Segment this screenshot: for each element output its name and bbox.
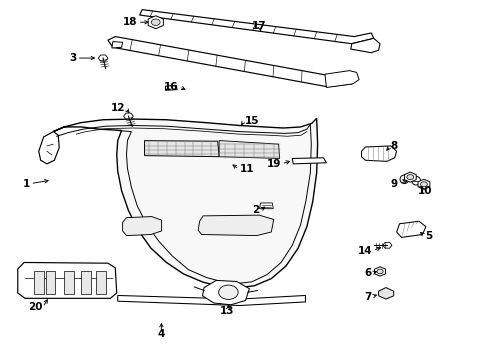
Text: 2: 2 bbox=[251, 206, 259, 216]
Circle shape bbox=[218, 285, 238, 300]
Polygon shape bbox=[53, 118, 317, 288]
Text: 10: 10 bbox=[417, 186, 431, 196]
Circle shape bbox=[376, 269, 383, 274]
Text: 13: 13 bbox=[220, 306, 234, 316]
Polygon shape bbox=[259, 203, 273, 209]
Polygon shape bbox=[18, 262, 117, 298]
Text: 19: 19 bbox=[266, 159, 281, 169]
Polygon shape bbox=[112, 41, 122, 48]
Polygon shape bbox=[378, 288, 393, 299]
Polygon shape bbox=[396, 221, 425, 237]
Polygon shape bbox=[165, 85, 177, 90]
Polygon shape bbox=[144, 140, 219, 157]
Polygon shape bbox=[123, 113, 133, 119]
Text: 1: 1 bbox=[22, 179, 30, 189]
Text: 9: 9 bbox=[390, 179, 397, 189]
Polygon shape bbox=[325, 71, 358, 87]
Circle shape bbox=[406, 175, 413, 180]
Text: 8: 8 bbox=[390, 141, 397, 151]
FancyBboxPatch shape bbox=[64, 271, 74, 294]
Text: 20: 20 bbox=[28, 302, 42, 312]
Polygon shape bbox=[361, 146, 396, 161]
Text: 11: 11 bbox=[239, 164, 254, 174]
Ellipse shape bbox=[399, 175, 408, 184]
Text: 5: 5 bbox=[424, 231, 431, 240]
Polygon shape bbox=[374, 267, 385, 276]
Text: 12: 12 bbox=[110, 103, 125, 113]
FancyBboxPatch shape bbox=[34, 271, 43, 294]
Polygon shape bbox=[108, 37, 356, 87]
Polygon shape bbox=[98, 55, 108, 61]
Circle shape bbox=[151, 19, 160, 26]
Polygon shape bbox=[140, 10, 373, 44]
Polygon shape bbox=[382, 242, 391, 248]
FancyBboxPatch shape bbox=[45, 271, 55, 294]
Polygon shape bbox=[350, 39, 379, 53]
Polygon shape bbox=[404, 172, 415, 182]
Polygon shape bbox=[148, 16, 163, 29]
Circle shape bbox=[420, 182, 427, 187]
Polygon shape bbox=[202, 280, 249, 305]
FancyBboxPatch shape bbox=[96, 271, 105, 294]
Polygon shape bbox=[39, 132, 59, 164]
Text: 17: 17 bbox=[251, 21, 266, 31]
Text: 18: 18 bbox=[122, 17, 137, 27]
Text: 4: 4 bbox=[158, 329, 165, 339]
Ellipse shape bbox=[411, 176, 420, 185]
Polygon shape bbox=[417, 179, 429, 189]
Text: 14: 14 bbox=[357, 246, 371, 256]
Polygon shape bbox=[198, 215, 273, 235]
Text: 7: 7 bbox=[363, 292, 370, 302]
Polygon shape bbox=[122, 217, 161, 235]
Text: 6: 6 bbox=[363, 268, 370, 278]
Text: 3: 3 bbox=[69, 53, 76, 63]
Polygon shape bbox=[219, 140, 279, 158]
Polygon shape bbox=[118, 296, 305, 306]
Polygon shape bbox=[292, 158, 326, 164]
Text: 16: 16 bbox=[164, 82, 178, 92]
FancyBboxPatch shape bbox=[81, 271, 91, 294]
Text: 15: 15 bbox=[244, 116, 259, 126]
